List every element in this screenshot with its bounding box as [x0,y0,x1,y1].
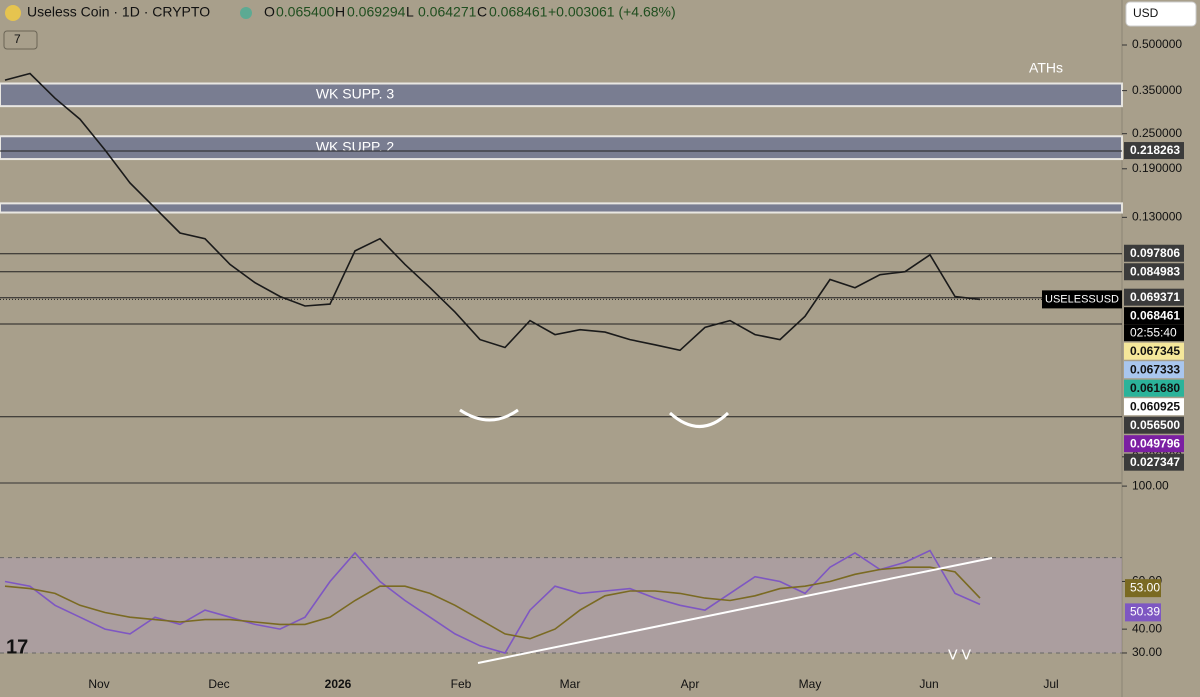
coin-icon [5,5,21,21]
zone [0,135,1123,161]
ohlc: O 0.065400 H 0.069294 L 0.064271 C 0.068461 [264,4,548,20]
plot: Nov Dec 2026 Feb Mar Apr May Jun Jul WK SUPP. 3 WK… [0,37,1184,691]
price-tag-bg [1124,342,1184,360]
drawing: ᐯ ᐯ [948,647,971,663]
price-tag-bg [1124,244,1184,262]
symbol: Useless Coin · 1D · CRYPTO [27,4,210,20]
price-tag-bg [1124,379,1184,397]
price-tag-bg [1124,361,1184,379]
currency-select[interactable] [1125,1,1197,27]
price-tag-bg [1124,288,1184,306]
price-tag: 0.061680 [1130,381,1180,395]
y-tick-label: 0.190000 [1132,161,1182,175]
price-tag-bg [1124,398,1184,416]
ohlc-label: H [335,4,345,20]
value-tag-bg [1125,603,1161,622]
x-tick-label: Apr [681,677,700,691]
price-tag-bg [1124,307,1184,325]
price-tag: 0.218263 [1130,143,1180,157]
currency: USD [1133,6,1159,20]
x-tick-label: May [799,677,822,691]
x-tick-label: 2026 [325,677,352,691]
indicator-count: 7 [14,32,21,46]
price-tag: 0.056500 [1130,418,1180,432]
ohlc-value: 0.064271 [418,4,477,20]
indicators-toggle[interactable] [3,30,38,50]
price-tag: 0.068461 [1130,308,1180,322]
price-tag: 0.097806 [1130,246,1180,260]
price-tag-bg [1124,263,1184,281]
change: +0.003061 (+4.68%) [548,4,676,20]
x-tick-label: Dec [208,677,229,691]
price-tag: 0.069371 [1130,290,1180,304]
annotation: ATHs [1029,60,1063,76]
price-tag: 0.060925 [1130,399,1180,413]
zone-label: WK SUPP. 2 [316,138,395,154]
logo: 17 [6,636,28,658]
price-tag: 0.049796 [1130,436,1180,450]
ohlc-value: 0.069294 [347,4,406,20]
y-tick-label: 30.00 [1132,645,1162,659]
y-tick-label: 0.350000 [1132,83,1182,97]
countdown: 02:55:40 [1130,325,1177,339]
y-tick-label: 0.500000 [1132,37,1182,51]
ohlc-label: L [406,4,414,20]
zone-label: WK SUPP. 3 [316,86,395,102]
zone [0,82,1123,108]
price-tag: 0.067333 [1130,362,1180,376]
x-tick-label: Feb [451,677,472,691]
zone [0,202,1123,214]
value-tag: 50.39 [1130,605,1160,619]
price-tag: 0.084983 [1130,264,1180,278]
rsi-band [0,557,1122,653]
value-tag: 53.00 [1130,580,1160,594]
ohlc-value: 0.068461 [489,4,548,20]
y-tick-label: 0.130000 [1132,210,1182,224]
x-tick-label: Mar [560,677,581,691]
value-tag-bg [1125,579,1161,598]
x-tick-label: Jun [919,677,938,691]
countdown-bg [1124,324,1184,342]
bottom-arc [459,408,519,422]
line-series [4,566,981,640]
price-tag-bg [1124,453,1184,471]
ohlc-label: O [264,4,275,20]
y-tick-label: 100.00 [1132,478,1169,492]
y-tick-label: 40.00 [1132,621,1162,635]
line-series [4,72,981,352]
trendline [477,557,993,664]
x-tick-label: Jul [1043,677,1058,691]
status-dot [240,7,252,19]
symbol-tag-bg [1042,290,1122,309]
symbol-tag: USELESSUSD [1045,293,1119,305]
price-tag: 0.067345 [1130,344,1180,358]
price-tag-bg [1124,416,1184,434]
ohlc-label: C [477,4,487,20]
y-tick-label: 0.250000 [1132,126,1182,140]
price-tag-bg [1124,142,1184,160]
x-tick-label: Nov [88,677,109,691]
bottom-arc [668,411,730,428]
ohlc-value: 0.065400 [276,4,335,20]
price-tag: 0.027347 [1130,455,1180,469]
price-tag-bg [1124,435,1184,453]
